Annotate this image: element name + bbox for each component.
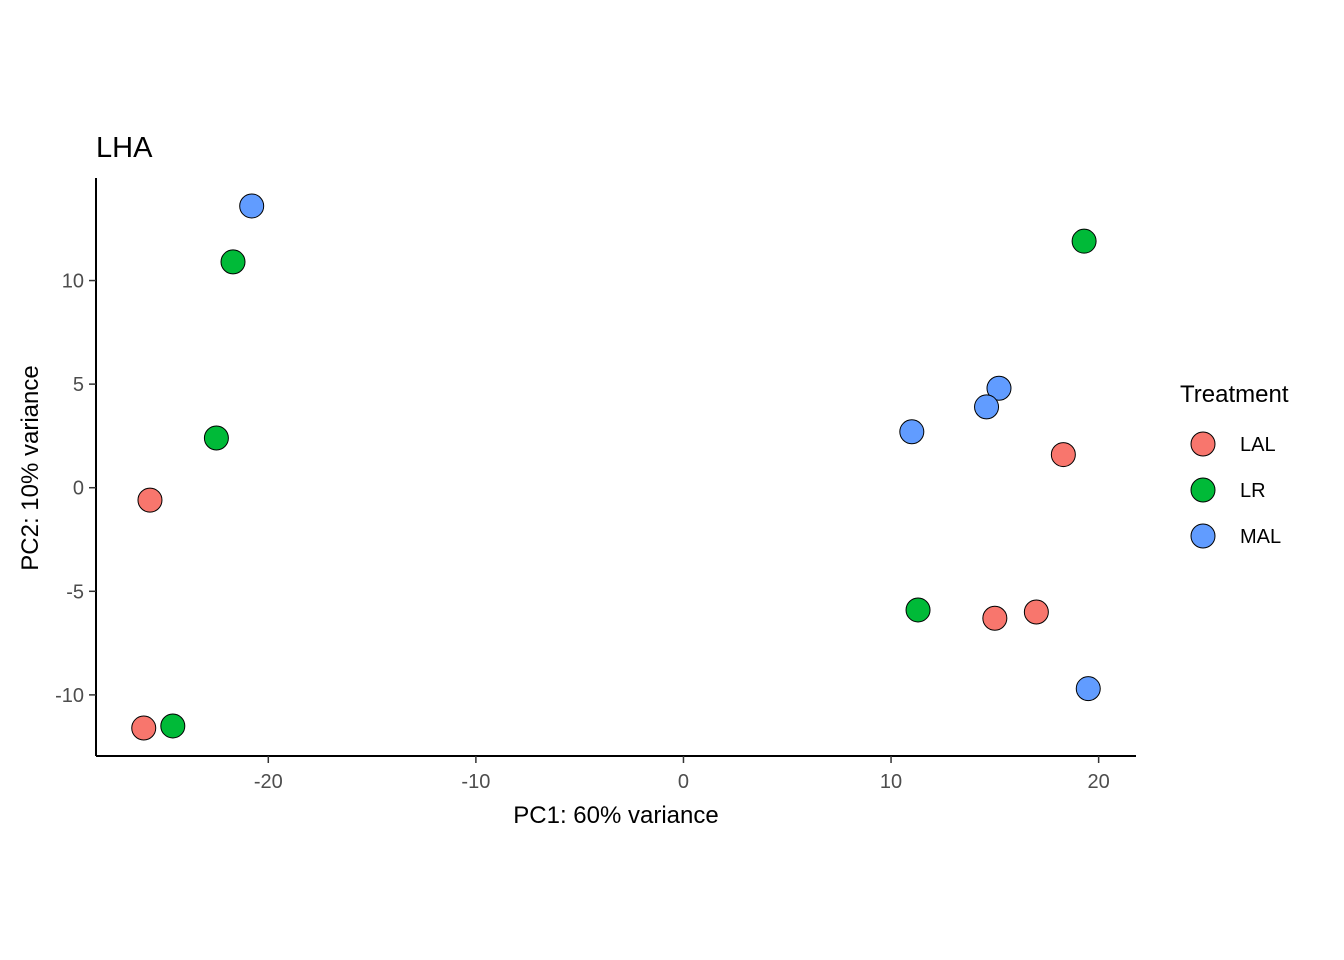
axes: -20 -10 0 10 20 -10 -5 0 5 10 xyxy=(55,178,1136,793)
data-point-mal-5 xyxy=(1075,676,1101,702)
data-point-mal-1 xyxy=(239,193,265,219)
y-tick-label: 0 xyxy=(73,478,84,500)
y-tick-label: 5 xyxy=(73,374,84,396)
data-point-lal-1 xyxy=(137,487,163,513)
data-point-lr-2 xyxy=(203,425,229,451)
legend-key-lr xyxy=(1190,477,1216,503)
x-tick-label: -10 xyxy=(461,771,490,793)
data-point-mal-2 xyxy=(986,375,1012,401)
data-point-lr-3 xyxy=(160,713,186,739)
legend-title: Treatment xyxy=(1180,381,1289,408)
legend-label-lal: LAL xyxy=(1240,434,1276,456)
legend-label-lr: LR xyxy=(1240,480,1266,502)
data-point-lr-4 xyxy=(1071,228,1097,254)
y-tick-label: 10 xyxy=(62,271,84,293)
legend-key-mal xyxy=(1190,523,1216,549)
chart-title: LHA xyxy=(96,132,153,164)
legend-label-mal: MAL xyxy=(1240,526,1281,548)
data-point-lal-5 xyxy=(1023,599,1049,625)
x-tick-label: 0 xyxy=(678,771,689,793)
x-axis-title: PC1: 60% variance xyxy=(513,802,718,829)
legend-key-lal xyxy=(1190,431,1216,457)
x-tick-label: 10 xyxy=(880,771,902,793)
data-point-lal-2 xyxy=(131,715,157,741)
legend: Treatment LAL LR MAL xyxy=(1180,381,1289,549)
data-point-mal-4 xyxy=(899,419,925,445)
y-tick-label: -10 xyxy=(55,685,84,707)
data-point-lal-3 xyxy=(1050,442,1076,468)
data-point-lal-4 xyxy=(982,605,1008,631)
data-point-lr-1 xyxy=(220,249,246,275)
y-axis-title: PC2: 10% variance xyxy=(17,365,44,570)
y-tick-label: -5 xyxy=(66,581,84,603)
x-tick-label: 20 xyxy=(1088,771,1110,793)
data-point-lr-5 xyxy=(905,597,931,623)
data-point-mal-3 xyxy=(974,394,1000,420)
x-tick-label: -20 xyxy=(254,771,283,793)
plot-area xyxy=(131,193,1101,741)
